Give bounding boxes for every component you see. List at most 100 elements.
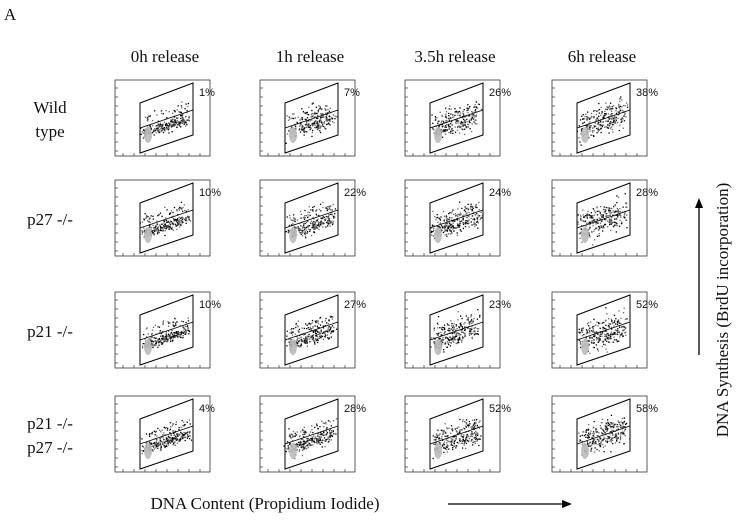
event-dot — [589, 328, 590, 329]
event-dot — [616, 339, 617, 340]
event-dot — [320, 210, 321, 211]
event-dot — [155, 227, 156, 228]
event-dot — [166, 123, 167, 124]
event-dot — [458, 334, 459, 335]
event-dot — [470, 436, 471, 437]
event-dot — [304, 340, 305, 341]
event-dot — [164, 207, 165, 208]
percent-label: 28% — [636, 187, 658, 199]
event-dot — [442, 339, 443, 340]
event-dot — [476, 213, 477, 214]
event-dot — [165, 336, 166, 337]
event-dot — [321, 221, 322, 222]
event-dot — [598, 235, 599, 236]
event-dot — [289, 118, 290, 119]
event-dot — [172, 336, 173, 337]
event-dot — [311, 425, 312, 426]
event-dot — [301, 108, 302, 109]
event-dot — [447, 428, 448, 429]
event-dot — [609, 437, 610, 438]
event-dot — [175, 324, 176, 325]
event-dot — [166, 437, 167, 438]
event-dot — [465, 438, 466, 439]
event-dot — [185, 125, 186, 126]
event-dot — [580, 341, 581, 342]
event-dot — [598, 350, 599, 351]
event-dot — [305, 431, 306, 432]
event-dot — [617, 111, 618, 112]
event-dot — [307, 212, 308, 213]
event-dot — [582, 332, 583, 333]
event-dot — [189, 419, 190, 420]
event-dot — [445, 234, 446, 235]
event-dot — [616, 202, 617, 203]
event-dot — [447, 129, 448, 130]
event-dot — [168, 441, 169, 442]
event-dot — [615, 107, 616, 108]
event-dot — [594, 229, 595, 230]
event-dot — [589, 119, 590, 120]
event-dot — [609, 208, 610, 209]
event-dot — [326, 124, 327, 125]
event-dot — [446, 124, 447, 125]
event-dot — [320, 204, 321, 205]
event-dot — [597, 214, 598, 215]
event-dot — [173, 121, 174, 122]
event-dot — [172, 223, 173, 224]
event-dot — [604, 113, 605, 114]
event-dot — [608, 318, 609, 319]
event-dot — [610, 422, 611, 423]
event-dot — [596, 111, 597, 112]
event-dot — [306, 445, 307, 446]
event-dot — [591, 215, 592, 216]
event-dot — [586, 429, 587, 430]
event-dot — [470, 316, 471, 317]
event-dot — [584, 118, 585, 119]
event-dot — [308, 323, 309, 324]
event-dot — [617, 122, 618, 123]
event-dot — [623, 426, 624, 427]
event-dot — [449, 120, 450, 121]
event-dot — [475, 439, 476, 440]
event-dot — [301, 118, 302, 119]
event-dot — [323, 122, 324, 123]
event-dot — [473, 423, 474, 424]
event-dot — [611, 122, 612, 123]
event-dot — [598, 323, 599, 324]
event-dot — [149, 219, 150, 220]
event-dot — [333, 204, 334, 205]
event-dot — [462, 440, 463, 441]
event-dot — [291, 219, 292, 220]
event-dot — [312, 320, 313, 321]
event-dot — [623, 116, 624, 117]
event-dot — [191, 440, 192, 441]
event-dot — [148, 333, 149, 334]
event-dot — [182, 123, 183, 124]
event-dot — [595, 430, 596, 431]
event-dot — [460, 334, 461, 335]
event-dot — [163, 443, 164, 444]
event-dot — [319, 130, 320, 131]
event-dot — [167, 341, 168, 342]
event-dot — [174, 334, 175, 335]
event-dot — [465, 335, 466, 336]
event-dot — [172, 425, 173, 426]
event-dot — [160, 124, 161, 125]
event-dot — [605, 212, 606, 213]
event-dot — [452, 439, 453, 440]
event-dot — [302, 455, 303, 456]
event-dot — [325, 423, 326, 424]
event-dot — [185, 333, 186, 334]
event-dot — [469, 106, 470, 107]
event-dot — [599, 338, 600, 339]
event-dot — [594, 451, 595, 452]
event-dot — [334, 217, 335, 218]
event-dot — [312, 437, 313, 438]
event-dot — [442, 327, 443, 328]
event-dot — [621, 327, 622, 328]
event-dot — [480, 435, 481, 436]
event-dot — [584, 116, 585, 117]
event-dot — [327, 337, 328, 338]
event-dot — [586, 214, 587, 215]
event-dot — [616, 231, 617, 232]
